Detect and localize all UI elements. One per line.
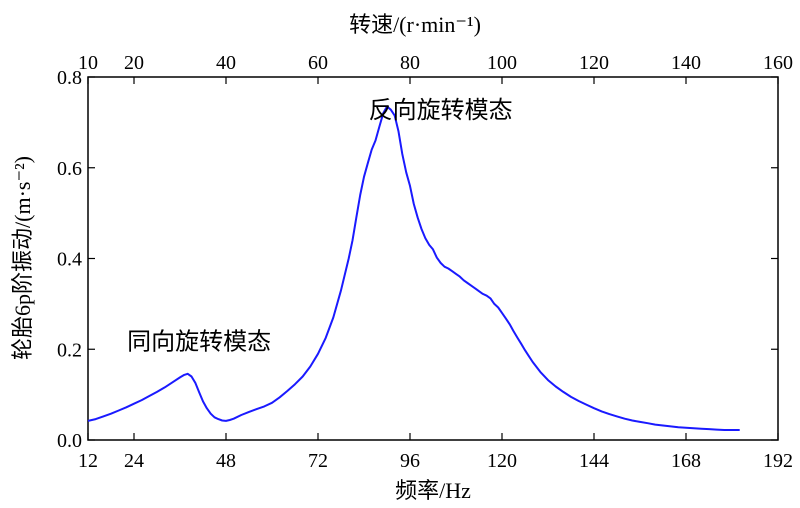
- top-tick-label: 40: [216, 52, 236, 74]
- vibration-series-line: [87, 105, 740, 431]
- x-tick-label: 72: [308, 450, 328, 472]
- top-axis: 10 20 40 60 80 100 120 140 160: [78, 52, 793, 84]
- y-tick-label: 0.0: [57, 430, 82, 452]
- bottom-axis: 12 24 48 72 96 120 144 168 192: [78, 433, 793, 472]
- top-tick-label: 60: [308, 52, 328, 74]
- x-tick-label: 168: [671, 450, 701, 472]
- x-tick-label: 48: [216, 450, 236, 472]
- annotation-label: 反向旋转模态: [369, 97, 513, 124]
- top-tick-label: 120: [579, 52, 609, 74]
- top-tick-label: 80: [400, 52, 420, 74]
- top-tick-label: 10: [78, 52, 98, 74]
- x-tick-label: 96: [400, 450, 420, 472]
- x-axis-title: 频率/Hz: [395, 478, 471, 503]
- annotation-label: 同向旋转模态: [127, 328, 271, 355]
- x-tick-label: 12: [78, 450, 98, 472]
- y-axis-title: 轮胎6p阶振动/(m·s⁻²): [10, 156, 35, 360]
- y-tick-label: 0.8: [57, 67, 82, 89]
- top-tick-label: 140: [671, 52, 701, 74]
- x-tick-label: 24: [124, 450, 144, 472]
- top-tick-label: 20: [124, 52, 144, 74]
- y-tick-label: 0.2: [57, 339, 82, 361]
- annotations: 同向旋转模态 反向旋转模态: [127, 97, 513, 355]
- left-axis: 0.0 0.2 0.4 0.6 0.8: [57, 67, 778, 452]
- top-tick-label: 160: [763, 52, 793, 74]
- y-tick-label: 0.6: [57, 158, 82, 180]
- x-tick-label: 192: [763, 450, 793, 472]
- x-tick-label: 120: [487, 450, 517, 472]
- plot-frame: [87, 76, 779, 441]
- top-axis-title: 转速/(r·min⁻¹): [349, 12, 481, 37]
- top-tick-label: 100: [487, 52, 517, 74]
- y-tick-label: 0.4: [57, 249, 82, 271]
- x-tick-label: 144: [579, 450, 609, 472]
